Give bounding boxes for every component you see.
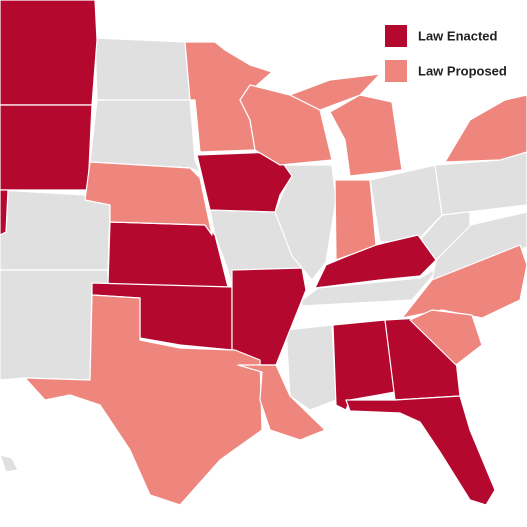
legend: Law Enacted Law Proposed [385, 25, 507, 82]
state [409, 309, 483, 366]
state [314, 234, 437, 289]
state [0, 454, 19, 473]
state [89, 99, 201, 173]
state [84, 161, 213, 236]
state [0, 104, 93, 191]
state [237, 364, 326, 441]
state [369, 164, 443, 243]
legend-label: Law Enacted [418, 28, 498, 43]
states [0, 0, 527, 506]
state [334, 179, 377, 261]
state [285, 324, 337, 411]
legend-swatch [385, 25, 407, 47]
state [94, 37, 191, 101]
state [332, 319, 396, 411]
state [329, 94, 403, 177]
state [24, 294, 263, 506]
state [401, 244, 527, 319]
state [345, 395, 496, 506]
state [444, 94, 527, 163]
legend-swatch [385, 60, 407, 82]
state [0, 0, 98, 106]
state [289, 73, 381, 111]
legend-label: Law Proposed [418, 63, 507, 78]
state [0, 189, 9, 236]
